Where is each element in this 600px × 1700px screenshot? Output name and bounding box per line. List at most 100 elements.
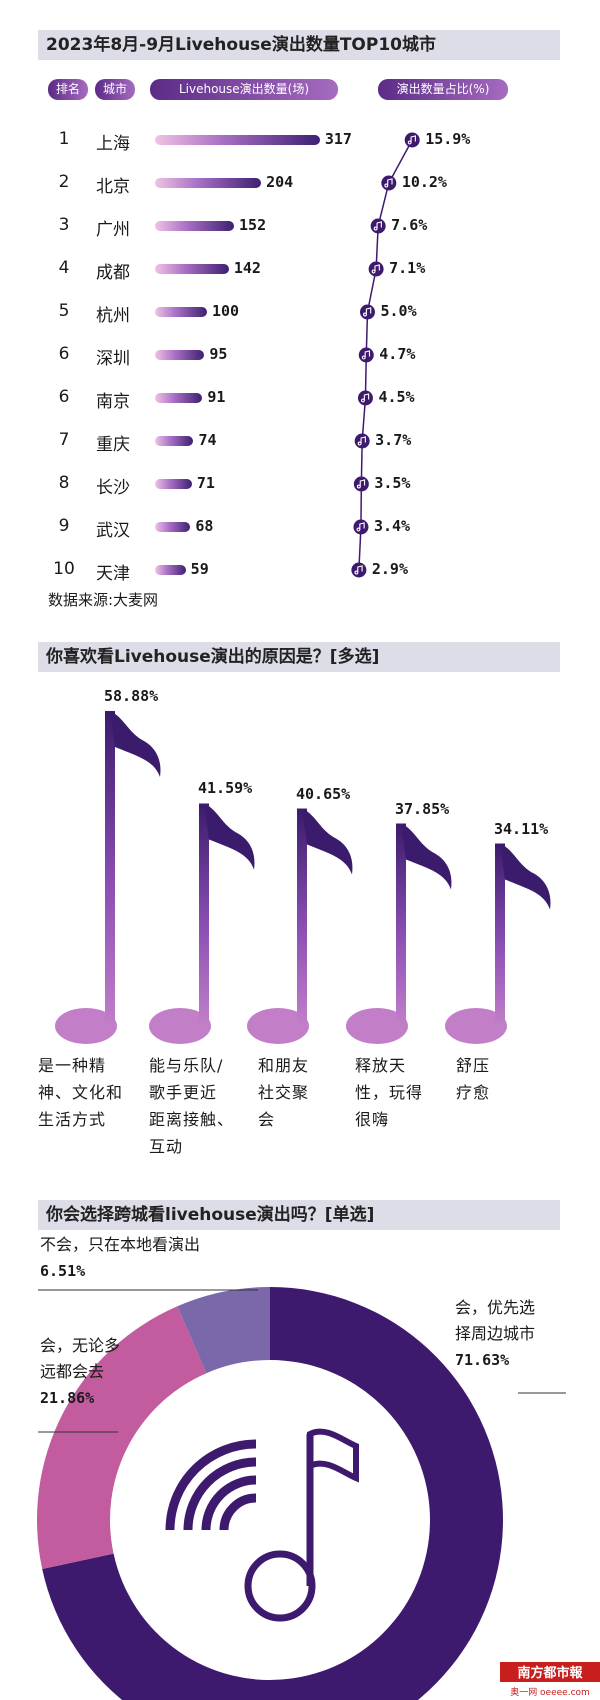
cross-city-donut-chart bbox=[36, 1287, 566, 1700]
city-label: 重庆 bbox=[96, 435, 130, 455]
share-value: 7.6% bbox=[391, 216, 428, 234]
header-share: 演出数量占比(%) bbox=[378, 79, 508, 100]
note-value: 41.59% bbox=[198, 779, 253, 798]
share-point bbox=[353, 519, 369, 535]
rank-label: 4 bbox=[58, 258, 70, 278]
count-value: 74 bbox=[198, 431, 217, 449]
note-category-label: 释放天 性，玩得 很嗨 bbox=[355, 1056, 424, 1129]
city-label: 天津 bbox=[96, 564, 130, 584]
section3-title: 你会选择跨城看livehouse演出吗？[单选] bbox=[38, 1200, 560, 1230]
count-bar bbox=[155, 135, 320, 145]
donut-slice-label: 会，无论多 远都会去 21.86% bbox=[40, 1333, 120, 1411]
count-value: 68 bbox=[195, 517, 214, 535]
share-value: 7.1% bbox=[389, 259, 426, 277]
share-value: 2.9% bbox=[371, 560, 408, 578]
city-label: 广州 bbox=[96, 220, 130, 240]
city-label: 深圳 bbox=[96, 349, 130, 369]
city-label: 北京 bbox=[96, 177, 130, 197]
city-label: 南京 bbox=[96, 392, 130, 412]
count-value: 152 bbox=[239, 216, 267, 234]
svg-text:奥一网 oeeee.com: 奥一网 oeeee.com bbox=[510, 1686, 590, 1698]
share-point bbox=[360, 304, 375, 320]
section2-title: 你喜欢看Livehouse演出的原因是？[多选] bbox=[38, 642, 560, 672]
count-bar bbox=[155, 307, 207, 317]
share-value: 3.4% bbox=[373, 517, 411, 535]
share-point bbox=[404, 132, 420, 148]
count-bar bbox=[155, 178, 262, 188]
count-value: 59 bbox=[190, 560, 209, 578]
city-label: 上海 bbox=[96, 134, 130, 154]
donut-slice bbox=[42, 1287, 503, 1700]
note-bar bbox=[247, 808, 353, 1044]
rank-label: 6 bbox=[58, 387, 70, 407]
count-value: 91 bbox=[207, 388, 226, 406]
count-bar bbox=[155, 565, 186, 575]
share-point bbox=[358, 347, 374, 363]
share-point bbox=[351, 562, 367, 578]
music-note-icon bbox=[165, 1428, 359, 1622]
share-point bbox=[368, 261, 384, 277]
rank-label: 10 bbox=[53, 559, 75, 579]
donut-slice bbox=[36, 1306, 207, 1569]
count-bar bbox=[155, 264, 229, 274]
note-category-label: 是一种精 神、文化和 生活方式 bbox=[38, 1056, 124, 1129]
note-value: 34.11% bbox=[494, 819, 549, 838]
city-label: 武汉 bbox=[96, 521, 130, 541]
header-count: Livehouse演出数量(场) bbox=[150, 79, 338, 100]
header-city: 城市 bbox=[95, 79, 135, 100]
donut-slice bbox=[177, 1287, 270, 1374]
share-line-chart bbox=[351, 132, 420, 578]
rank-label: 9 bbox=[58, 516, 70, 536]
share-value: 5.0% bbox=[380, 302, 417, 320]
count-bar bbox=[155, 522, 191, 532]
rank-label: 2 bbox=[58, 172, 70, 192]
share-point bbox=[370, 218, 386, 234]
section1-title: 2023年8月-9月Livehouse演出数量TOP10城市 bbox=[38, 30, 560, 60]
note-category-label: 能与乐队/歌手更近 距离接触、 互动 bbox=[149, 1056, 235, 1156]
data-source: 数据来源:大麦网 bbox=[48, 591, 159, 609]
count-bar bbox=[155, 221, 235, 231]
nandu-logo: 南方都市報 奥一网 oeeee.com bbox=[500, 1662, 600, 1698]
note-bar bbox=[149, 803, 255, 1044]
donut-slice-value: 6.51% bbox=[40, 1262, 86, 1280]
note-bar bbox=[445, 843, 551, 1044]
donut-slice-label: 会，优先选 择周边城市 71.63% bbox=[455, 1295, 535, 1373]
share-value: 4.5% bbox=[378, 388, 415, 406]
share-point bbox=[354, 433, 370, 449]
note-value: 40.65% bbox=[296, 784, 351, 803]
rank-label: 1 bbox=[58, 129, 70, 149]
rank-label: 7 bbox=[58, 430, 70, 450]
donut-slice-value: 21.86% bbox=[40, 1389, 95, 1407]
rank-label: 8 bbox=[58, 473, 70, 493]
header-rank: 排名 bbox=[48, 79, 88, 100]
share-point bbox=[381, 175, 397, 191]
count-value: 71 bbox=[196, 474, 215, 492]
city-label: 杭州 bbox=[96, 306, 130, 326]
count-value: 142 bbox=[233, 259, 261, 277]
count-value: 204 bbox=[266, 173, 294, 191]
note-value: 37.85% bbox=[395, 799, 450, 818]
rank-label: 6 bbox=[58, 344, 70, 364]
note-bar bbox=[346, 823, 452, 1044]
share-value: 10.2% bbox=[401, 173, 447, 191]
share-value: 4.7% bbox=[379, 345, 416, 363]
share-point bbox=[357, 390, 373, 406]
count-value: 317 bbox=[324, 130, 352, 148]
note-category-label: 和朋友 社交聚会 bbox=[258, 1056, 310, 1129]
reasons-note-chart bbox=[55, 710, 551, 1044]
count-bar bbox=[155, 436, 194, 446]
city-label: 长沙 bbox=[96, 478, 130, 498]
note-value: 58.88% bbox=[104, 686, 159, 705]
share-value: 15.9% bbox=[425, 130, 471, 148]
count-value: 95 bbox=[209, 345, 228, 363]
count-bar bbox=[155, 393, 203, 403]
share-point bbox=[353, 476, 369, 492]
count-bar bbox=[155, 479, 192, 489]
rank-label: 5 bbox=[58, 301, 70, 321]
count-value: 100 bbox=[212, 302, 240, 320]
note-category-label: 舒压 疗愈 bbox=[456, 1056, 491, 1102]
share-value: 3.5% bbox=[374, 474, 411, 492]
donut-slice-value: 71.63% bbox=[455, 1351, 510, 1369]
count-bar bbox=[155, 350, 205, 360]
share-value: 3.7% bbox=[375, 431, 412, 449]
